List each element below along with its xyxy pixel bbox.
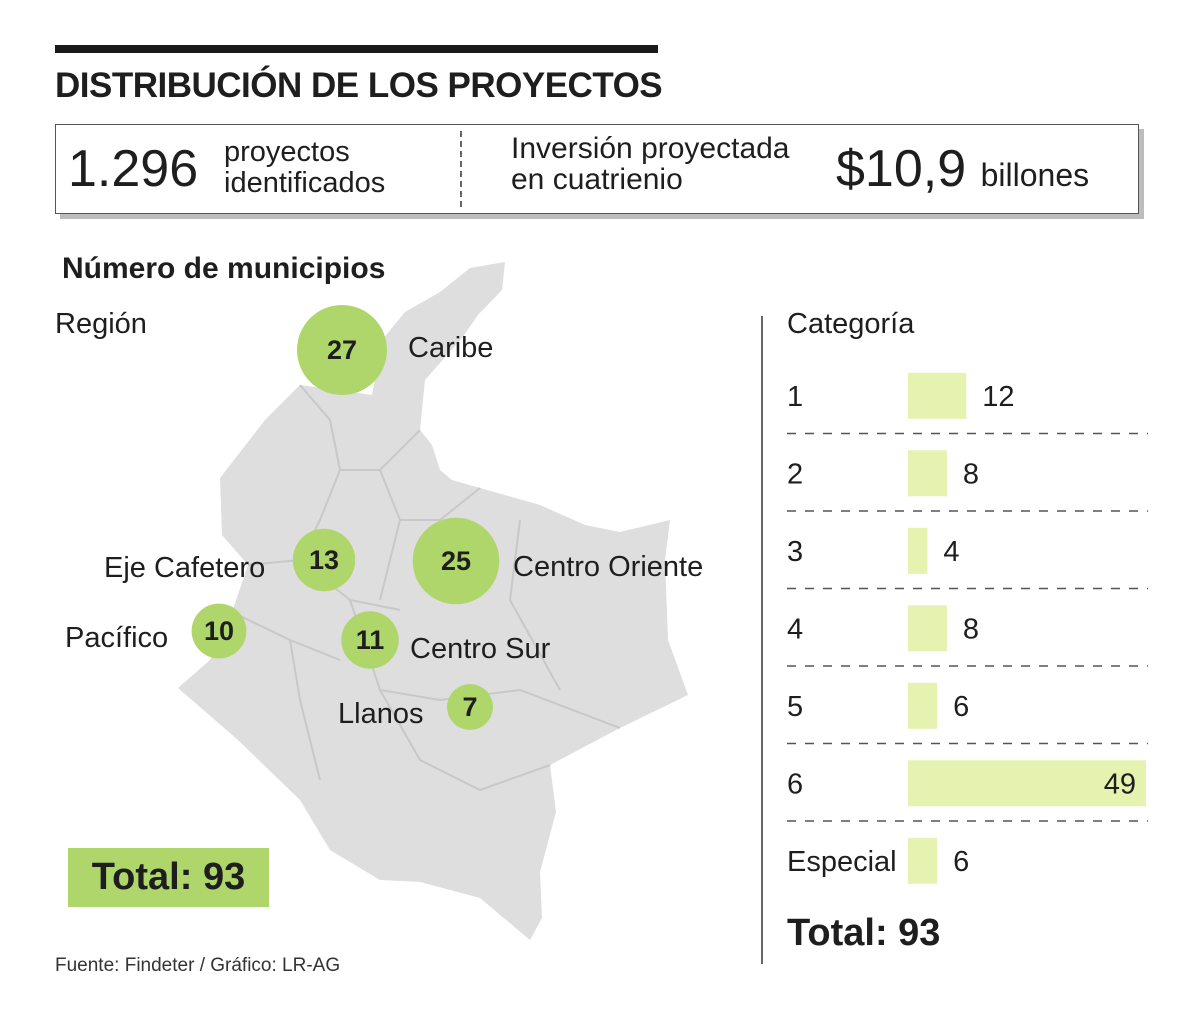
bubble-centro-oriente xyxy=(412,517,500,605)
investment-label-line1: Inversión proyectada xyxy=(511,132,790,165)
region-bubbles: 27 25 13 11 10 7 xyxy=(191,305,500,730)
source-note: Fuente: Findeter / Gráfico: LR-AG xyxy=(55,955,341,976)
category-label-6: Especial xyxy=(787,846,897,878)
category-bar-4 xyxy=(908,682,938,729)
region-label-caribe: Caribe xyxy=(408,332,494,364)
category-divider xyxy=(761,316,763,964)
category-value-1: 8 xyxy=(963,458,979,490)
category-label-1: 2 xyxy=(787,458,803,490)
category-value-0: 12 xyxy=(982,381,1014,413)
category-total: Total: 93 xyxy=(787,912,941,954)
projects-label-line2: identificados xyxy=(224,167,386,199)
colombia-map-shape xyxy=(178,262,688,940)
category-value-6: 6 xyxy=(953,846,969,878)
region-label-centro-sur: Centro Sur xyxy=(410,633,551,665)
category-label-0: 1 xyxy=(787,381,803,413)
bubble-caribe xyxy=(297,305,387,395)
bubble-value-caribe: 27 xyxy=(327,335,357,365)
section-title: Número de municipios xyxy=(62,252,386,285)
bubble-centro-sur xyxy=(341,611,399,669)
category-bar-3 xyxy=(908,605,947,652)
summary-divider xyxy=(460,131,462,207)
title-rule xyxy=(55,45,658,53)
category-label-5: 6 xyxy=(787,768,803,800)
projects-count: 1.296 xyxy=(68,140,199,198)
category-value-2: 4 xyxy=(943,536,959,568)
bubble-value-eje-cafetero: 13 xyxy=(309,545,339,575)
category-bar-1 xyxy=(908,450,947,497)
bubble-llanos xyxy=(447,684,493,730)
category-bar-0 xyxy=(908,372,967,419)
region-label-eje-cafetero: Eje Cafetero xyxy=(104,552,266,584)
category-value-3: 8 xyxy=(963,613,979,645)
bubble-value-llanos: 7 xyxy=(462,692,477,722)
category-bar-6 xyxy=(908,837,938,884)
region-header: Región xyxy=(55,308,147,340)
category-bar-2 xyxy=(908,527,928,574)
bubble-value-pac-fico: 10 xyxy=(204,616,234,646)
category-value-5: 49 xyxy=(1104,768,1136,800)
region-total: Total: 93 xyxy=(68,848,269,907)
category-label-2: 3 xyxy=(787,536,803,568)
investment-label: Inversión proyectada en cuatrienio xyxy=(511,133,790,195)
bubble-pac-fico xyxy=(191,603,247,659)
region-label-pacifico: Pacífico xyxy=(65,622,169,654)
page-title: DISTRIBUCIÓN DE LOS PROYECTOS xyxy=(55,66,663,105)
projects-label: proyectos identificados xyxy=(224,137,385,199)
category-header: Categoría xyxy=(787,308,915,340)
bubble-value-centro-oriente: 25 xyxy=(441,546,471,576)
category-label-4: 5 xyxy=(787,691,803,723)
investment-label-line2: en cuatrienio xyxy=(511,163,683,196)
region-label-llanos: Llanos xyxy=(338,698,424,730)
category-label-3: 4 xyxy=(787,613,803,645)
summary-box: 1.296 proyectos identificados Inversión … xyxy=(55,124,1139,214)
bubble-value-centro-sur: 11 xyxy=(356,625,385,655)
investment-value-group: $10,9 billones xyxy=(836,139,1089,205)
investment-unit: billones xyxy=(980,157,1090,193)
investment-value: $10,9 xyxy=(836,140,967,198)
category-bars: 1 12 2 8 3 4 4 8 5 6 6 49 Especial 6 xyxy=(787,372,1148,884)
category-bar-5 xyxy=(908,760,1146,807)
projects-label-line1: proyectos xyxy=(224,136,350,168)
bubble-eje-cafetero xyxy=(292,528,356,592)
region-label-centro-oriente: Centro Oriente xyxy=(513,551,704,583)
category-value-4: 6 xyxy=(953,691,969,723)
